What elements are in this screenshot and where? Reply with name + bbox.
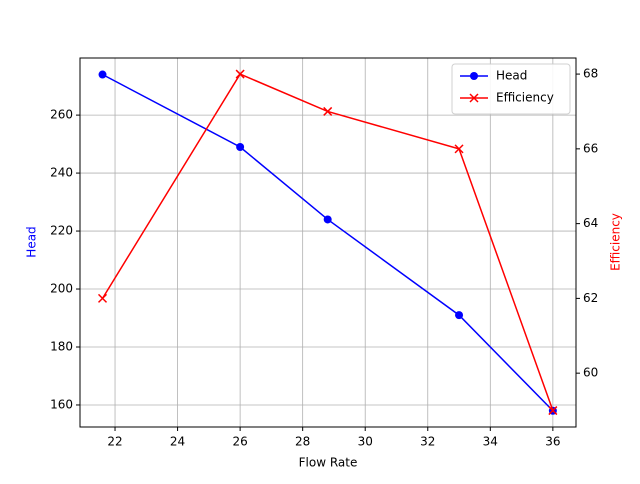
y2-tick-label: 68 [583, 67, 598, 81]
legend-marker [469, 93, 479, 103]
y2-tick-label: 64 [583, 216, 598, 230]
y-tick-label: 180 [50, 339, 73, 353]
x-tick-label: 36 [545, 435, 560, 449]
point [98, 70, 107, 79]
point [235, 69, 245, 79]
point [323, 106, 333, 116]
legend-label: Efficiency [496, 91, 554, 105]
x-tick-label: 22 [107, 435, 122, 449]
x-tick-label: 30 [358, 435, 373, 449]
point [323, 215, 332, 224]
y-axis-label: Head [25, 226, 39, 257]
x-axis-label: Flow Rate [299, 456, 358, 470]
x-tick-label: 24 [170, 435, 185, 449]
y-tick-label: 240 [50, 166, 73, 180]
y-tick-label: 260 [50, 108, 73, 122]
y-tick-label: 220 [50, 224, 73, 238]
point [548, 406, 558, 416]
y2-tick-label: 66 [583, 141, 598, 155]
legend-marker [470, 72, 478, 80]
x-tick-label: 34 [483, 435, 498, 449]
y-tick-label: 200 [50, 282, 73, 296]
x-tick-label: 28 [295, 435, 310, 449]
x-tick-label: 26 [232, 435, 247, 449]
x-tick-label: 32 [420, 435, 435, 449]
y2-tick-label: 60 [583, 366, 598, 380]
y2-axis-label: Efficiency [609, 213, 623, 271]
point [454, 144, 464, 154]
point [455, 311, 464, 320]
point [97, 293, 108, 303]
point [236, 142, 245, 151]
y-tick-label: 160 [50, 397, 73, 411]
y2-tick-label: 62 [583, 291, 598, 305]
plot-frame [79, 57, 577, 428]
legend-label: Head [496, 69, 527, 83]
